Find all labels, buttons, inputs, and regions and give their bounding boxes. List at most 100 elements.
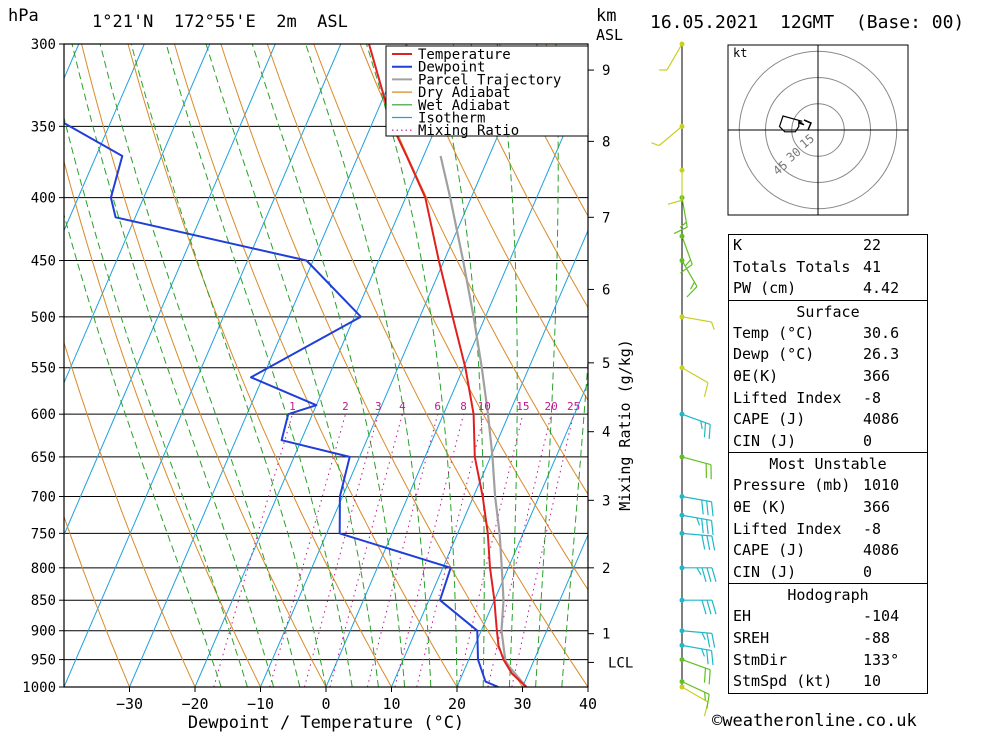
height-tick-label: 6: [602, 282, 610, 298]
pressure-tick-label: 750: [31, 526, 56, 542]
wind-barb: [658, 41, 685, 71]
wind-barb: [651, 123, 685, 147]
isotherm-line: [391, 229, 588, 687]
dry-adiabat-line: [917, 44, 1000, 687]
wind-barb-flag: [706, 600, 712, 615]
mixing-ratio-line: [366, 414, 439, 687]
wind-barb-flag: [701, 499, 704, 515]
wet-adiabat-line: [251, 44, 406, 687]
hodograph-row: EH -104: [733, 607, 900, 626]
height-tick-label: 2: [602, 561, 610, 577]
mixing-ratio-line: [511, 414, 575, 687]
wind-barb-staff: [681, 316, 712, 323]
height-tick-label: 9: [602, 63, 610, 79]
temperature-tick-label: 20: [448, 695, 466, 713]
pressure-tick-label: 350: [31, 119, 56, 135]
mixing-ratio-label: 1: [289, 400, 296, 413]
wind-barb-staff: [681, 681, 710, 695]
wind-barb-flag: [704, 692, 706, 701]
wind-barb: [679, 454, 712, 480]
wind-barb-flag: [711, 633, 716, 648]
wind-barb: [679, 684, 709, 717]
height-tick-label: 5: [602, 356, 610, 372]
pressure-tick-label: 400: [31, 191, 56, 207]
wind-barb-flag: [703, 668, 707, 683]
wind-barb-flag: [673, 226, 688, 235]
mixing-ratio-label: 4: [399, 400, 406, 413]
most-unstable-row: Lifted Index -8: [733, 519, 882, 538]
km-label: km: [596, 6, 617, 26]
wind-barb-flag: [680, 263, 693, 274]
wind-barb: [679, 628, 716, 648]
isotherm-line: [64, 44, 276, 537]
mixing-ratio-label: 6: [434, 400, 441, 413]
indices-panel: K 22 Totals Totals 41 PW (cm) 4.42 Surface …: [728, 234, 928, 694]
legend-entry: Isotherm: [418, 111, 485, 127]
legend-entry: Dewpoint: [418, 60, 485, 76]
isotherm-line: [522, 533, 588, 687]
dry-adiabat-line: [313, 44, 588, 591]
mixing-ratio-label: 3: [375, 400, 382, 413]
hodograph-unit: kt: [733, 46, 747, 60]
mixing-ratio-label: 2: [342, 400, 349, 413]
surface-row: CIN (J) 0: [733, 431, 873, 450]
temperature-tick-label: 0: [321, 695, 330, 713]
wet-adiabat-line: [561, 356, 588, 687]
pressure-tick-label: 700: [31, 490, 56, 506]
wind-barb: [679, 657, 711, 685]
wind-barb: [679, 494, 714, 517]
dewpoint-line: [64, 121, 499, 687]
temperature-tick-label: −30: [116, 695, 143, 713]
wind-barb-flag: [708, 424, 711, 440]
most-unstable-row: Pressure (mb) 1010: [733, 476, 900, 495]
surface-row: Lifted Index -8: [733, 388, 882, 407]
most-unstable-row: θE (K) 366: [733, 497, 891, 516]
isotherm-line: [260, 44, 538, 687]
hodograph-row: SREH -88: [733, 628, 891, 647]
wet-adiabat-line: [165, 44, 353, 687]
pressure-tick-label: 900: [31, 624, 56, 640]
dry-adiabat-line: [64, 515, 130, 687]
plot-frame: [63, 43, 589, 688]
wind-barb: [679, 314, 715, 330]
mixing-ratio-label: 15: [516, 400, 529, 413]
parcel-trajectory-line: [439, 155, 528, 687]
temperature-line: [368, 44, 528, 687]
wind-barb-flag: [706, 500, 709, 516]
mixing-ratio-label: 10: [478, 400, 491, 413]
wet-adiabat-line: [64, 213, 222, 687]
wind-barb-flag: [651, 142, 660, 147]
wind-barb: [679, 530, 716, 551]
wind-barb-staff: [681, 367, 709, 384]
wind-barb: [679, 565, 717, 582]
legend-entry: Dry Adiabat: [418, 85, 511, 101]
wind-barb-flag: [679, 221, 687, 228]
wind-barb: [679, 411, 711, 440]
wind-barb-flag: [689, 281, 696, 290]
wind-barb-flag: [706, 632, 711, 648]
dry-adiabat-line: [220, 44, 523, 687]
height-tick-label: 8: [602, 134, 610, 150]
wet-adiabat-line: [71, 44, 275, 687]
wet-adiabat-line: [366, 44, 458, 687]
dry-adiabat-line: [64, 159, 261, 687]
index-row-k: K 22: [733, 236, 882, 254]
wind-barb-flag: [706, 535, 711, 550]
most-unstable-row: CAPE (J) 4086: [733, 541, 900, 560]
pressure-tick-label: 600: [31, 407, 56, 423]
wind-barb-flag: [701, 648, 705, 657]
mixing-ratio-label: 20: [545, 400, 558, 413]
legend-box: [385, 45, 589, 137]
wind-barb-flag: [710, 321, 715, 330]
wind-barb-flag: [696, 567, 702, 576]
pressure-tick-label: 850: [31, 593, 56, 609]
dry-adiabat-line: [64, 340, 196, 687]
wind-barb-flag: [700, 420, 703, 430]
copyright-footer[interactable]: ©weatheronline.co.uk: [712, 711, 917, 731]
hodograph-table-title: Hodograph: [729, 583, 927, 606]
wet-adiabat-line: [64, 115, 248, 687]
dry-adiabat-line: [174, 44, 458, 687]
wind-barb: [679, 258, 698, 298]
